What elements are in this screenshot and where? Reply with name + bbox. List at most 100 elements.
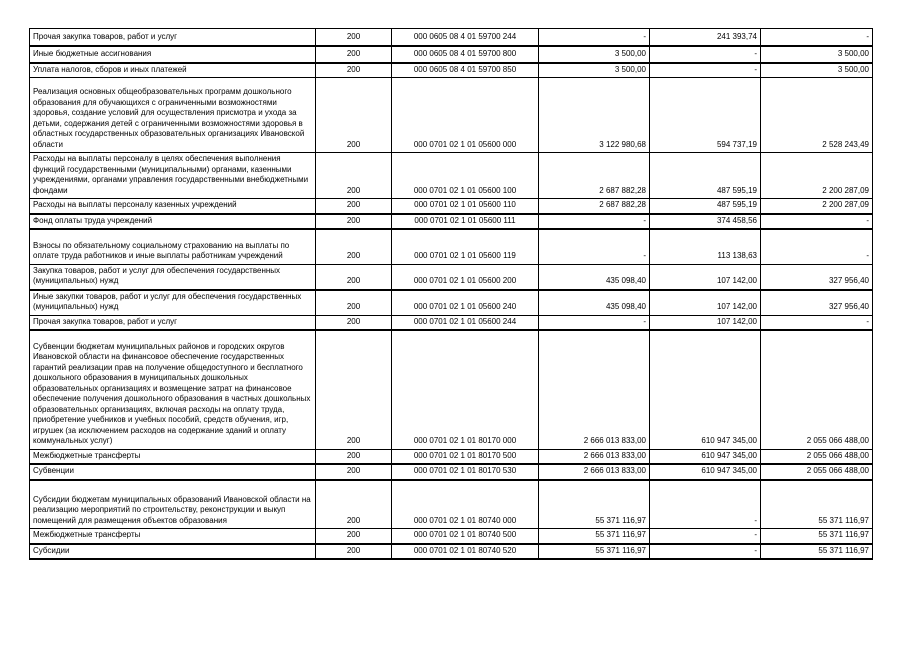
table-row: Уплата налогов, сборов и иных платежей 2… xyxy=(29,62,873,78)
amount-col1-cell: - xyxy=(538,228,650,265)
amount-col1-cell: 2 687 882,28 xyxy=(538,198,650,215)
kbk-code-cell: 000 0701 02 1 01 80170 500 xyxy=(391,448,539,465)
amount-col1-cell: 2 666 013 833,00 xyxy=(538,448,650,465)
amount-col3-cell: 327 956,40 xyxy=(760,289,873,316)
amount-col1-cell: 3 500,00 xyxy=(538,62,650,78)
amount-col1-cell: 435 098,40 xyxy=(538,263,650,291)
section-code-cell: 200 xyxy=(315,228,392,265)
amount-col3-cell: - xyxy=(760,28,873,47)
amount-col1-cell: 435 098,40 xyxy=(538,289,650,316)
kbk-code-cell: 000 0701 02 1 01 80740 500 xyxy=(391,528,539,545)
section-code-cell: 200 xyxy=(315,263,392,291)
section-code-cell: 200 xyxy=(315,448,392,465)
kbk-code-cell: 000 0701 02 1 01 80740 000 xyxy=(391,479,539,529)
amount-col3-cell: 2 200 287,09 xyxy=(760,198,873,215)
amount-col2-cell: - xyxy=(649,479,761,529)
section-code-cell: 200 xyxy=(315,543,392,560)
amount-col3-cell: - xyxy=(760,228,873,265)
section-code-cell: 200 xyxy=(315,213,392,230)
expense-name-cell: Субсидии бюджетам муниципальных образова… xyxy=(29,479,316,529)
amount-col2-cell: - xyxy=(649,528,761,545)
amount-col2-cell: 610 947 345,00 xyxy=(649,448,761,465)
amount-col2-cell: 594 737,19 xyxy=(649,77,761,153)
table-row: Расходы на выплаты персоналу казенных уч… xyxy=(29,198,873,215)
amount-col1-cell: 3 122 980,68 xyxy=(538,77,650,153)
section-code-cell: 200 xyxy=(315,329,392,450)
amount-col3-cell: 55 371 116,97 xyxy=(760,543,873,560)
amount-col1-cell: 55 371 116,97 xyxy=(538,479,650,529)
amount-col2-cell: 374 458,56 xyxy=(649,213,761,230)
amount-col2-cell: 113 138,63 xyxy=(649,228,761,265)
kbk-code-cell: 000 0701 02 1 01 05600 200 xyxy=(391,263,539,291)
amount-col2-cell: 107 142,00 xyxy=(649,314,761,331)
expense-name-cell: Уплата налогов, сборов и иных платежей xyxy=(29,62,316,78)
expense-name-cell: Расходы на выплаты персоналу казенных уч… xyxy=(29,198,316,215)
expense-name-cell: Субсидии xyxy=(29,543,316,560)
amount-col1-cell: 2 687 882,28 xyxy=(538,152,650,199)
table-row: Субвенции бюджетам муниципальных районов… xyxy=(29,329,873,450)
amount-col3-cell: - xyxy=(760,213,873,230)
amount-col2-cell: 487 595,19 xyxy=(649,198,761,215)
amount-col3-cell: 2 055 066 488,00 xyxy=(760,329,873,450)
expense-name-cell: Фонд оплаты труда учреждений xyxy=(29,213,316,230)
section-code-cell: 200 xyxy=(315,463,392,481)
amount-col1-cell: - xyxy=(538,28,650,47)
amount-col3-cell: 3 500,00 xyxy=(760,45,873,64)
table-row: Иные бюджетные ассигнования 200 000 0605… xyxy=(29,45,873,64)
amount-col1-cell: 55 371 116,97 xyxy=(538,543,650,560)
section-code-cell: 200 xyxy=(315,289,392,316)
section-code-cell: 200 xyxy=(315,28,392,47)
table-row: Субсидии бюджетам муниципальных образова… xyxy=(29,479,873,529)
amount-col1-cell: 2 666 013 833,00 xyxy=(538,329,650,450)
table-row: Межбюджетные трансферты 200 000 0701 02 … xyxy=(29,448,873,465)
amount-col2-cell: 487 595,19 xyxy=(649,152,761,199)
amount-col1-cell: - xyxy=(538,314,650,331)
amount-col3-cell: - xyxy=(760,314,873,331)
amount-col2-cell: 107 142,00 xyxy=(649,263,761,291)
expense-name-cell: Иные бюджетные ассигнования xyxy=(29,45,316,64)
amount-col3-cell: 2 055 066 488,00 xyxy=(760,463,873,481)
kbk-code-cell: 000 0701 02 1 01 05600 110 xyxy=(391,198,539,215)
section-code-cell: 200 xyxy=(315,314,392,331)
expense-name-cell: Субвенции бюджетам муниципальных районов… xyxy=(29,329,316,450)
amount-col1-cell: - xyxy=(538,213,650,230)
expense-name-cell: Прочая закупка товаров, работ и услуг xyxy=(29,28,316,47)
section-code-cell: 200 xyxy=(315,152,392,199)
table-row: Реализация основных общеобразовательных … xyxy=(29,77,873,153)
budget-expense-table: Прочая закупка товаров, работ и услуг 20… xyxy=(29,28,873,560)
kbk-code-cell: 000 0605 08 4 01 59700 850 xyxy=(391,62,539,78)
amount-col2-cell: 610 947 345,00 xyxy=(649,463,761,481)
expense-name-cell: Межбюджетные трансферты xyxy=(29,528,316,545)
kbk-code-cell: 000 0701 02 1 01 05600 119 xyxy=(391,228,539,265)
expense-name-cell: Расходы на выплаты персоналу в целях обе… xyxy=(29,152,316,199)
expense-name-cell: Реализация основных общеобразовательных … xyxy=(29,77,316,153)
section-code-cell: 200 xyxy=(315,528,392,545)
kbk-code-cell: 000 0701 02 1 01 80170 530 xyxy=(391,463,539,481)
kbk-code-cell: 000 0701 02 1 01 80170 000 xyxy=(391,329,539,450)
kbk-code-cell: 000 0701 02 1 01 80740 520 xyxy=(391,543,539,560)
kbk-code-cell: 000 0701 02 1 01 05600 244 xyxy=(391,314,539,331)
kbk-code-cell: 000 0701 02 1 01 05600 111 xyxy=(391,213,539,230)
amount-col2-cell: 241 393,74 xyxy=(649,28,761,47)
expense-name-cell: Субвенции xyxy=(29,463,316,481)
section-code-cell: 200 xyxy=(315,198,392,215)
amount-col2-cell: 107 142,00 xyxy=(649,289,761,316)
section-code-cell: 200 xyxy=(315,45,392,64)
amount-col2-cell: - xyxy=(649,45,761,64)
table-row: Иные закупки товаров, работ и услуг для … xyxy=(29,289,873,316)
table-row: Фонд оплаты труда учреждений 200 000 070… xyxy=(29,213,873,230)
kbk-code-cell: 000 0701 02 1 01 05600 100 xyxy=(391,152,539,199)
amount-col3-cell: 2 200 287,09 xyxy=(760,152,873,199)
amount-col3-cell: 327 956,40 xyxy=(760,263,873,291)
amount-col1-cell: 55 371 116,97 xyxy=(538,528,650,545)
table-row: Взносы по обязательному социальному стра… xyxy=(29,228,873,265)
amount-col3-cell: 2 055 066 488,00 xyxy=(760,448,873,465)
table-row: Субвенции 200 000 0701 02 1 01 80170 530… xyxy=(29,463,873,481)
table-row: Межбюджетные трансферты 200 000 0701 02 … xyxy=(29,528,873,545)
amount-col1-cell: 2 666 013 833,00 xyxy=(538,463,650,481)
amount-col1-cell: 3 500,00 xyxy=(538,45,650,64)
kbk-code-cell: 000 0701 02 1 01 05600 000 xyxy=(391,77,539,153)
amount-col3-cell: 55 371 116,97 xyxy=(760,479,873,529)
kbk-code-cell: 000 0701 02 1 01 05600 240 xyxy=(391,289,539,316)
table-row: Закупка товаров, работ и услуг для обесп… xyxy=(29,263,873,291)
